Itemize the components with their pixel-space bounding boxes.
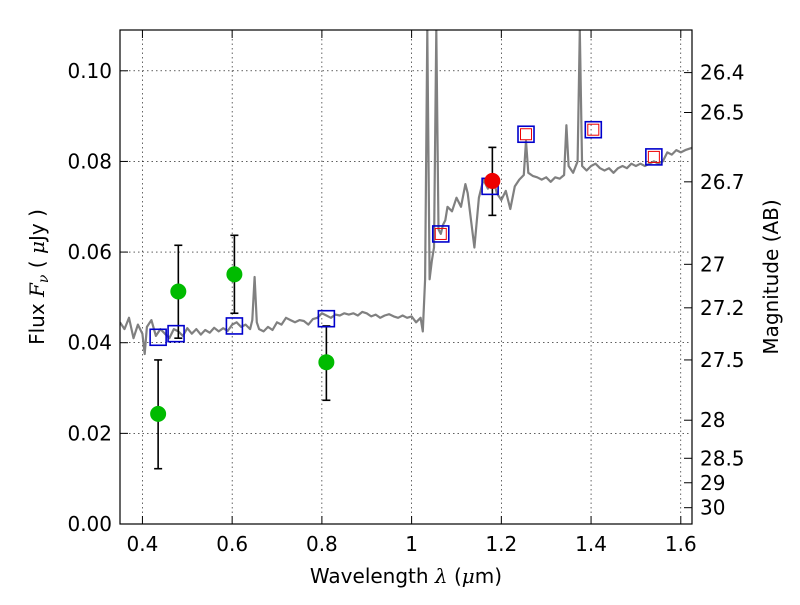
x-tick-label: 1.2 [485, 532, 517, 556]
plot-area [120, 30, 692, 524]
x-tick-label: 1.4 [575, 532, 607, 556]
y-tick-label: 0.04 [67, 331, 112, 355]
data-layer [120, 30, 692, 470]
x-tick-label: 0.8 [306, 532, 338, 556]
observed-point [318, 354, 335, 371]
mag-tick-label: 26.4 [700, 61, 745, 85]
model-square-marker [645, 148, 663, 166]
x-tick-label: 0.4 [127, 532, 159, 556]
model-square-marker [167, 324, 185, 343]
observed-point [226, 266, 243, 283]
model-inner-square-marker [587, 123, 600, 136]
plot-frame [119, 29, 693, 525]
y-tick-label: 0.00 [67, 512, 112, 536]
mag-tick-label: 27.2 [700, 296, 745, 320]
model-square-marker [317, 309, 336, 328]
ticks [120, 30, 692, 525]
y2-axis-label: Magnitude (AB) [759, 199, 783, 354]
mag-tick-label: 26.5 [700, 100, 745, 124]
mag-tick-label: 27 [700, 252, 725, 276]
mag-tick-label: 28.5 [700, 446, 745, 470]
y-axis-label: Flux Fν ( μJy ) [25, 209, 52, 345]
model-square-marker [584, 120, 603, 139]
model-square-marker [431, 225, 450, 243]
y-tick-label: 0.02 [67, 421, 112, 445]
model-inner-square-marker [520, 128, 533, 141]
model-square-marker [517, 125, 535, 144]
observed-point [170, 283, 187, 300]
mag-tick-label: 30 [700, 496, 725, 520]
observed-point [150, 405, 167, 422]
model-inner-square-marker [434, 227, 447, 240]
y-tick-label: 0.10 [67, 59, 112, 83]
x-tick-label: 1.6 [665, 532, 697, 556]
mag-tick-label: 28 [700, 408, 725, 432]
model-square-marker [225, 317, 244, 335]
spectrum-line [120, 30, 692, 356]
x-axis-label: Wavelength λ (μm) [310, 564, 502, 588]
mag-tick-label: 27.5 [700, 348, 745, 372]
mag-tick-label: 29 [700, 471, 725, 495]
highlight-point [484, 172, 501, 189]
y-tick-label: 0.08 [67, 149, 112, 173]
model-inner-square-marker [647, 150, 660, 163]
x-tick-label: 0.6 [216, 532, 248, 556]
model-square-marker [149, 328, 167, 347]
mag-tick-label: 26.7 [700, 170, 745, 194]
x-tick-label: 1 [405, 532, 418, 556]
y-tick-label: 0.06 [67, 240, 112, 264]
